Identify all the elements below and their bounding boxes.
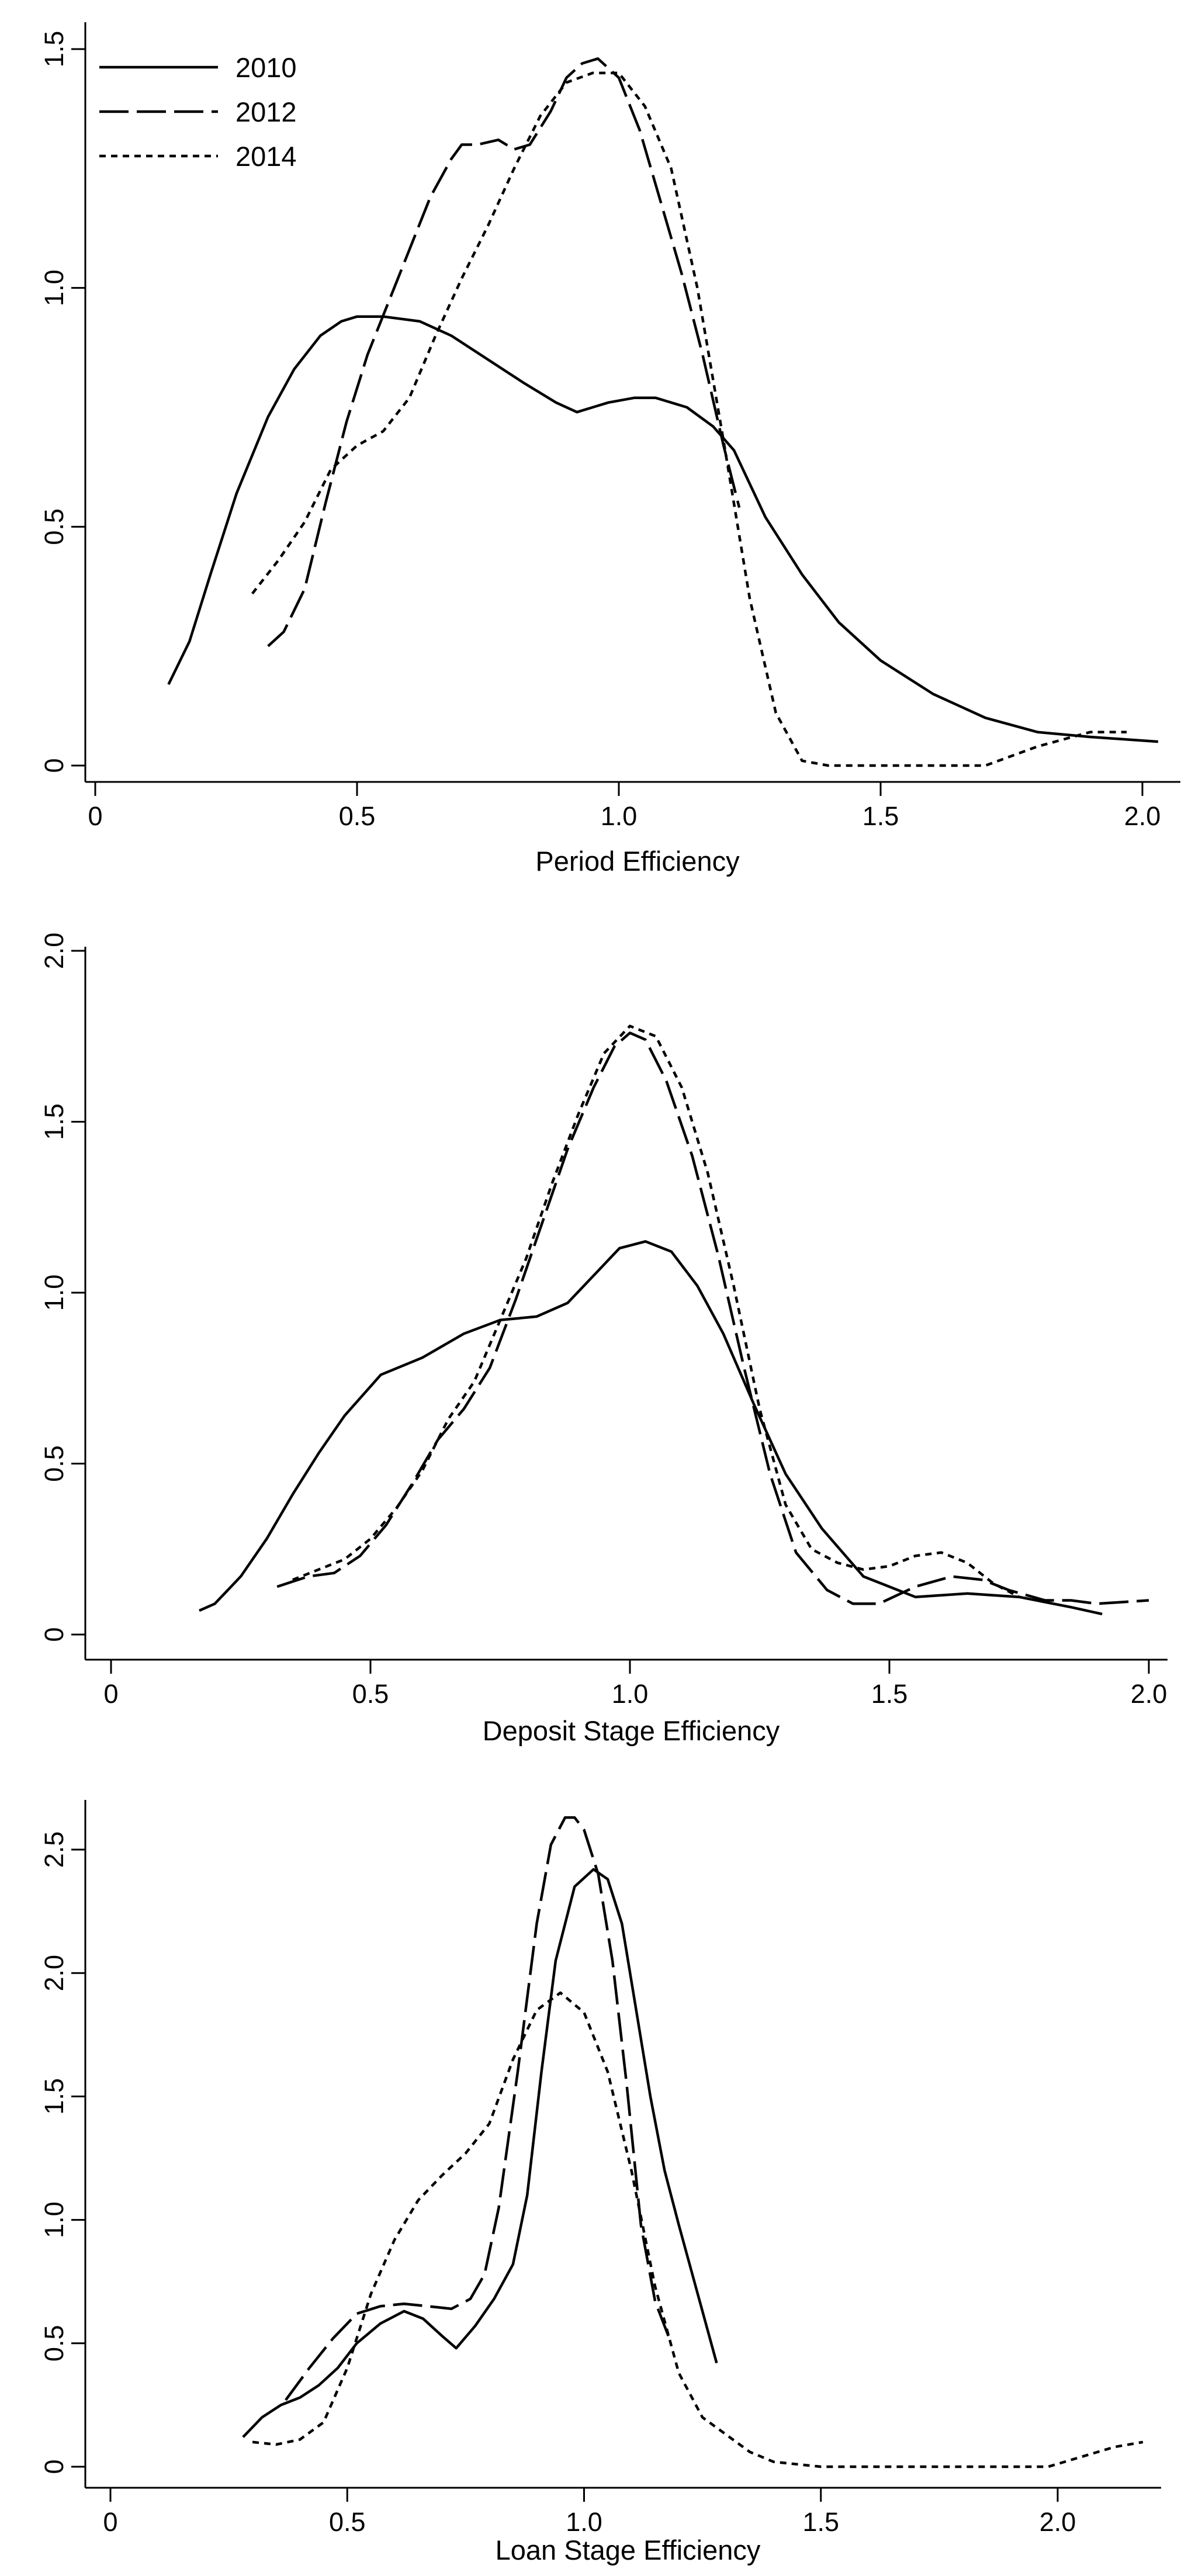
x-tick-label: 2.0 (1124, 801, 1161, 831)
series-line-2012 (285, 1816, 671, 2401)
x-tick-label: 0 (103, 1679, 118, 1709)
y-tick-label: 0.5 (39, 508, 69, 545)
series-line-2010 (242, 1868, 718, 2438)
x-axis-title: Loan Stage Efficiency (496, 2535, 761, 2565)
series-line-2012 (267, 57, 741, 648)
legend-label-2014: 2014 (235, 141, 297, 172)
series-line-2014 (252, 1991, 1144, 2468)
x-tick-label: 0.5 (329, 2507, 366, 2537)
x-tick-label: 0 (88, 801, 102, 831)
x-tick-label: 2.0 (1131, 1679, 1168, 1709)
x-tick-label: 1.0 (566, 2507, 602, 2537)
x-axis-title: Period Efficiency (535, 846, 740, 877)
series-line-2010 (167, 315, 1159, 743)
x-tick-label: 2.0 (1040, 2507, 1076, 2537)
series-line-2014 (251, 71, 1127, 767)
x-axis-title: Deposit Stage Efficiency (483, 1715, 780, 1746)
y-tick-label: 1.0 (39, 2201, 69, 2238)
y-tick-label: 0.5 (39, 1445, 69, 1482)
y-tick-label: 1.0 (39, 269, 69, 306)
y-tick-label: 1.5 (39, 2078, 69, 2115)
y-tick-label: 1.5 (39, 31, 69, 68)
x-tick-label: 0.5 (339, 801, 376, 831)
x-tick-label: 1.5 (862, 801, 899, 831)
series-line-2010 (199, 1240, 1103, 1616)
legend-label-2012: 2012 (235, 96, 297, 127)
x-tick-label: 1.5 (871, 1679, 908, 1709)
x-tick-label: 1.0 (601, 801, 638, 831)
y-tick-label: 2.0 (39, 933, 69, 970)
series-line-2012 (276, 1031, 1149, 1605)
legend: 2010 2012 2014 (99, 52, 297, 172)
x-tick-label: 0.5 (352, 1679, 389, 1709)
chart-panel-2: 0 0.5 1.0 1.5 2.0 0 0.5 1.0 1.5 2.0 Deposit Stage … (39, 933, 1168, 1746)
legend-label-2010: 2010 (235, 52, 297, 83)
y-tick-label: 1.0 (39, 1275, 69, 1311)
y-tick-label: 1.5 (39, 1103, 69, 1140)
y-tick-label: 0 (39, 1627, 69, 1642)
y-tick-label: 0 (39, 2459, 69, 2474)
x-tick-label: 1.5 (802, 2507, 839, 2537)
x-tick-label: 1.0 (612, 1679, 649, 1709)
y-tick-label: 2.5 (39, 1831, 69, 1868)
y-tick-label: 0.5 (39, 2325, 69, 2362)
chart-panel-1: 0 0.5 1.0 1.5 2.0 0 0.5 1.0 1.5 Period Efficiency… (39, 22, 1180, 877)
y-tick-label: 0 (39, 758, 69, 773)
y-tick-label: 2.0 (39, 1955, 69, 1992)
x-tick-label: 0 (103, 2507, 117, 2537)
chart-panel-3: 0 0.5 1.0 1.5 2.0 0 0.5 1.0 1.5 2.0 2.5 Loan Stage … (39, 1800, 1161, 2565)
series-line-2014 (292, 1024, 1020, 1598)
